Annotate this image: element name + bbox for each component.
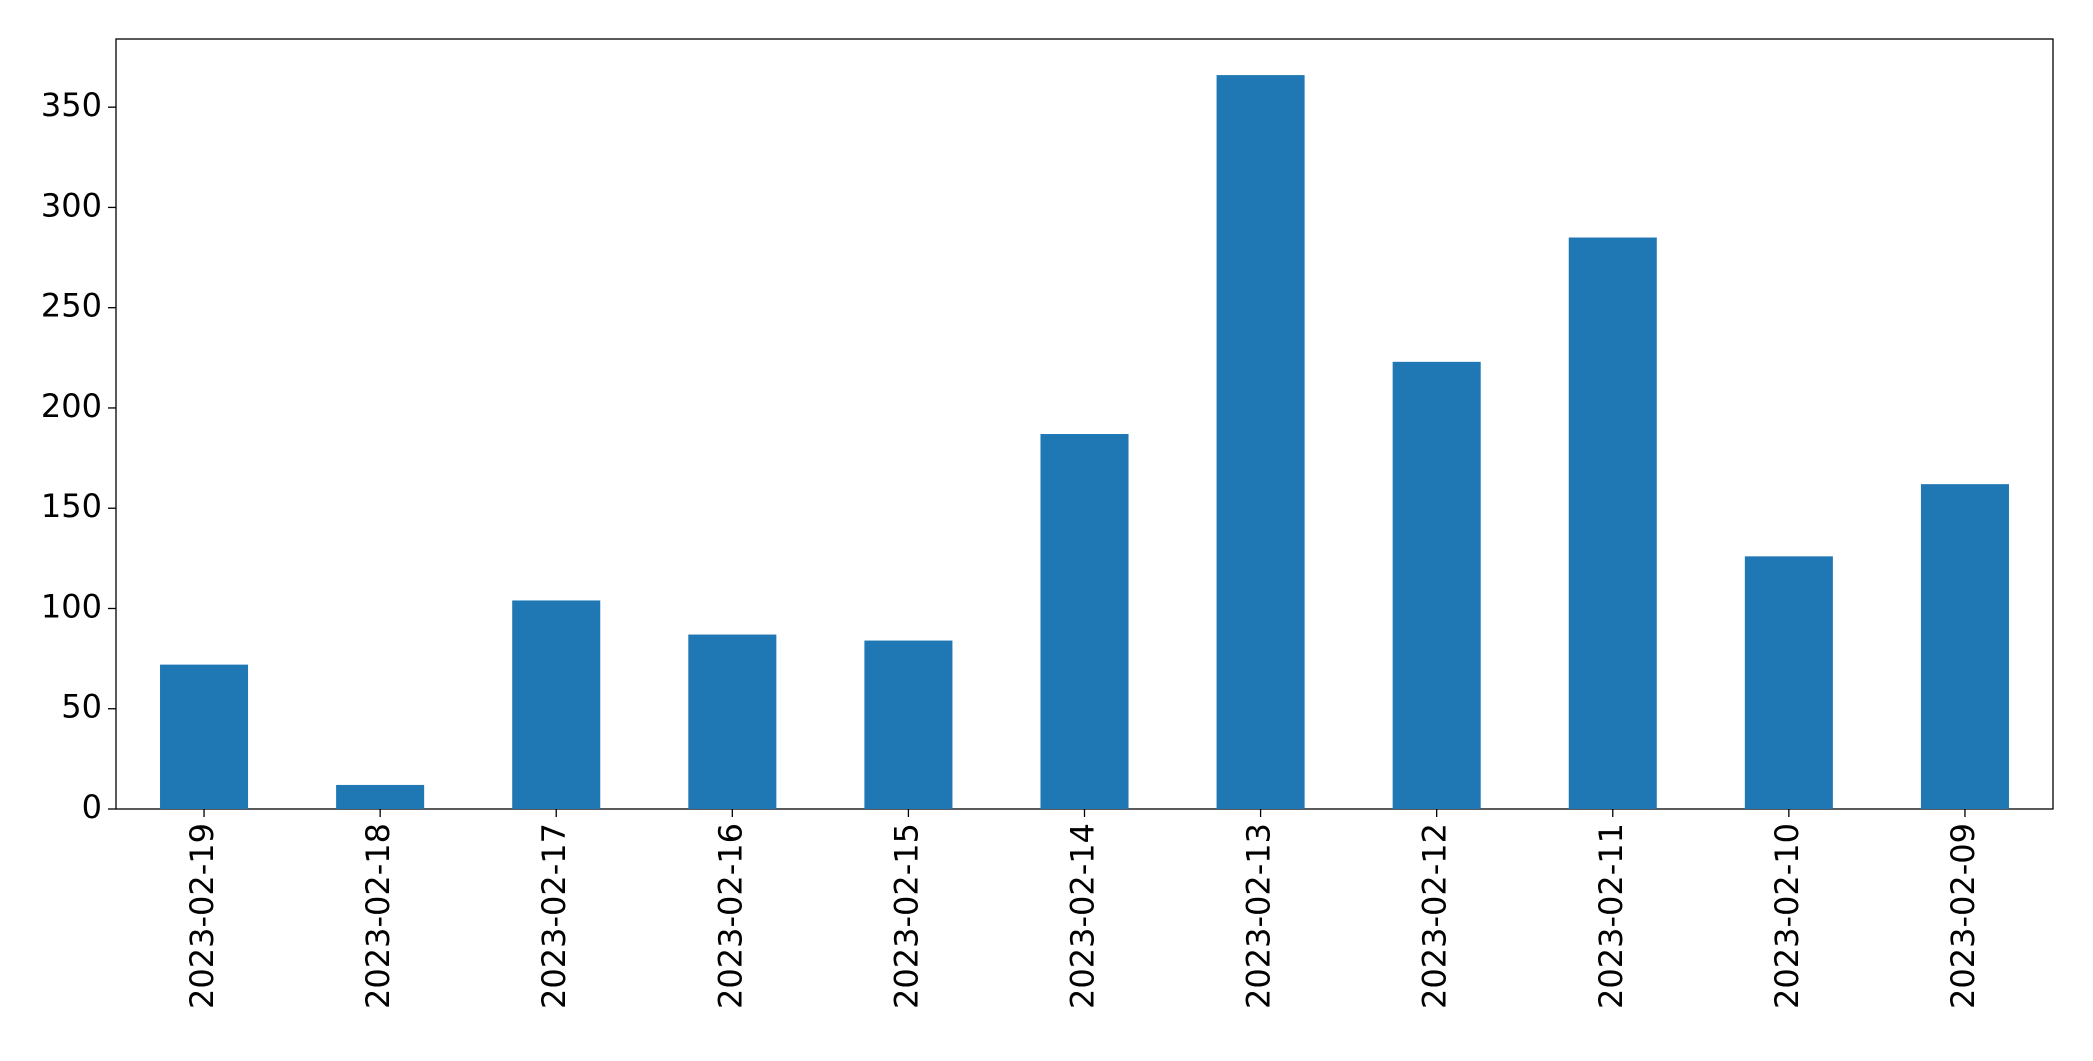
bar xyxy=(336,784,425,809)
x-tick-label: 2023-02-17 xyxy=(535,823,573,1009)
y-tick-label: 300 xyxy=(41,186,102,224)
x-tick-label: 2023-02-12 xyxy=(1416,823,1454,1009)
bar xyxy=(1392,361,1481,809)
bar xyxy=(512,600,601,809)
x-tick-label: 2023-02-15 xyxy=(887,823,925,1009)
x-tick-label: 2023-02-11 xyxy=(1592,823,1630,1009)
x-tick-label: 2023-02-18 xyxy=(359,823,397,1009)
x-tick-label: 2023-02-09 xyxy=(1944,823,1982,1009)
y-tick-label: 250 xyxy=(41,287,102,325)
bar xyxy=(1568,237,1657,809)
bar xyxy=(1744,556,1833,809)
x-tick-label: 2023-02-10 xyxy=(1768,823,1806,1009)
x-tick-label: 2023-02-16 xyxy=(711,823,749,1009)
y-tick-label: 350 xyxy=(41,86,102,124)
x-tick-label: 2023-02-13 xyxy=(1240,823,1278,1009)
bar xyxy=(688,634,777,809)
y-tick-label: 0 xyxy=(82,788,102,826)
y-tick-label: 150 xyxy=(41,487,102,525)
x-tick-label: 2023-02-14 xyxy=(1064,823,1102,1009)
bar xyxy=(1216,75,1305,809)
y-tick-label: 100 xyxy=(41,587,102,625)
bar xyxy=(864,640,953,809)
bar xyxy=(1920,484,2009,809)
y-tick-label: 200 xyxy=(41,387,102,425)
y-tick-label: 50 xyxy=(61,688,102,726)
bar xyxy=(1040,434,1129,809)
bar xyxy=(160,664,249,809)
x-tick-label: 2023-02-19 xyxy=(183,823,221,1009)
